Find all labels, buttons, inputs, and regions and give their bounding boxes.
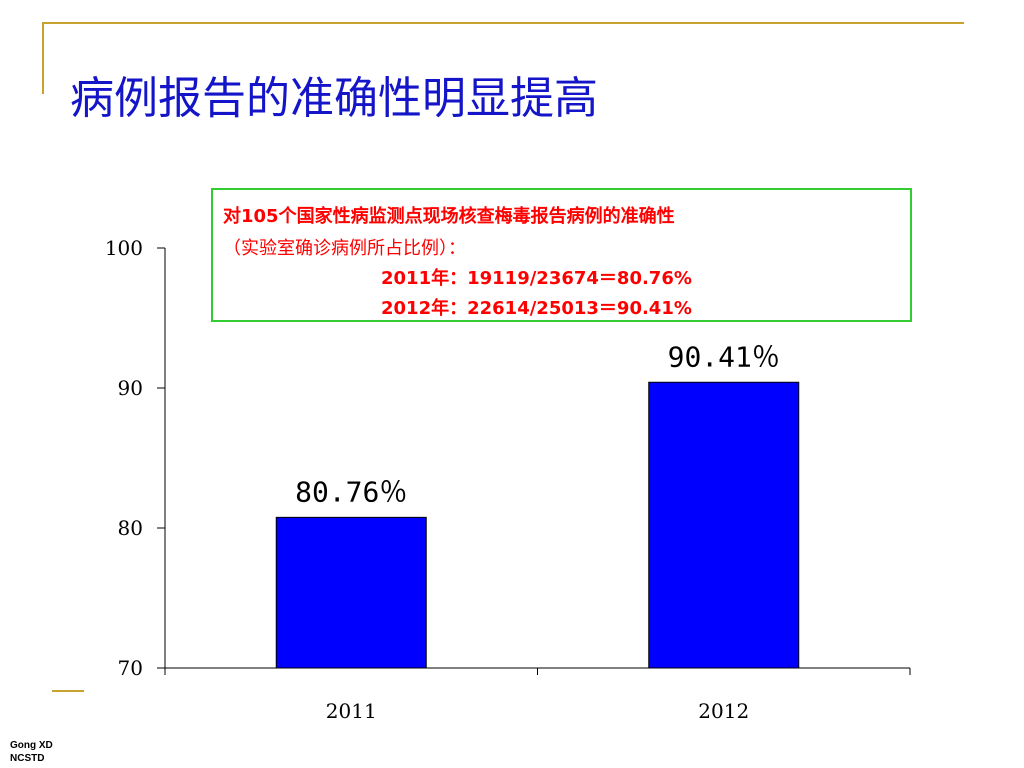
slide-title: 病例报告的准确性明显提高 bbox=[70, 73, 598, 124]
x-tick-label-2012: 2012 bbox=[698, 699, 749, 723]
data-label-2012: 90.41％ bbox=[668, 340, 780, 373]
data-label-2011: 80.76％ bbox=[295, 475, 407, 508]
x-tick-label-2011: 2011 bbox=[326, 699, 377, 723]
decor-line-bottom-left bbox=[52, 690, 84, 692]
y-tick-label: 90 bbox=[118, 376, 143, 400]
note-box: 对105个国家性病监测点现场核查梅毒报告病例的准确性 （实验室确诊病例所占比例）… bbox=[211, 188, 912, 322]
note-line-2: （实验室确诊病例所占比例）： bbox=[223, 238, 466, 259]
note-line-3: 2011年：19119/23674＝80.76% bbox=[381, 268, 692, 289]
y-tick-label: 100 bbox=[105, 236, 143, 260]
note-line-4: 2012年：22614/25013＝90.41% bbox=[381, 298, 692, 319]
decor-line-left bbox=[42, 22, 44, 94]
footer-author: Gong XD bbox=[10, 740, 53, 751]
y-tick-label: 70 bbox=[118, 656, 143, 680]
y-tick-label: 80 bbox=[118, 516, 143, 540]
decor-line-top bbox=[42, 22, 964, 24]
note-line-1: 对105个国家性病监测点现场核查梅毒报告病例的准确性 bbox=[223, 206, 675, 227]
footer-org: NCSTD bbox=[10, 753, 45, 764]
bar-2011 bbox=[275, 516, 427, 669]
bar-2012 bbox=[648, 381, 800, 669]
